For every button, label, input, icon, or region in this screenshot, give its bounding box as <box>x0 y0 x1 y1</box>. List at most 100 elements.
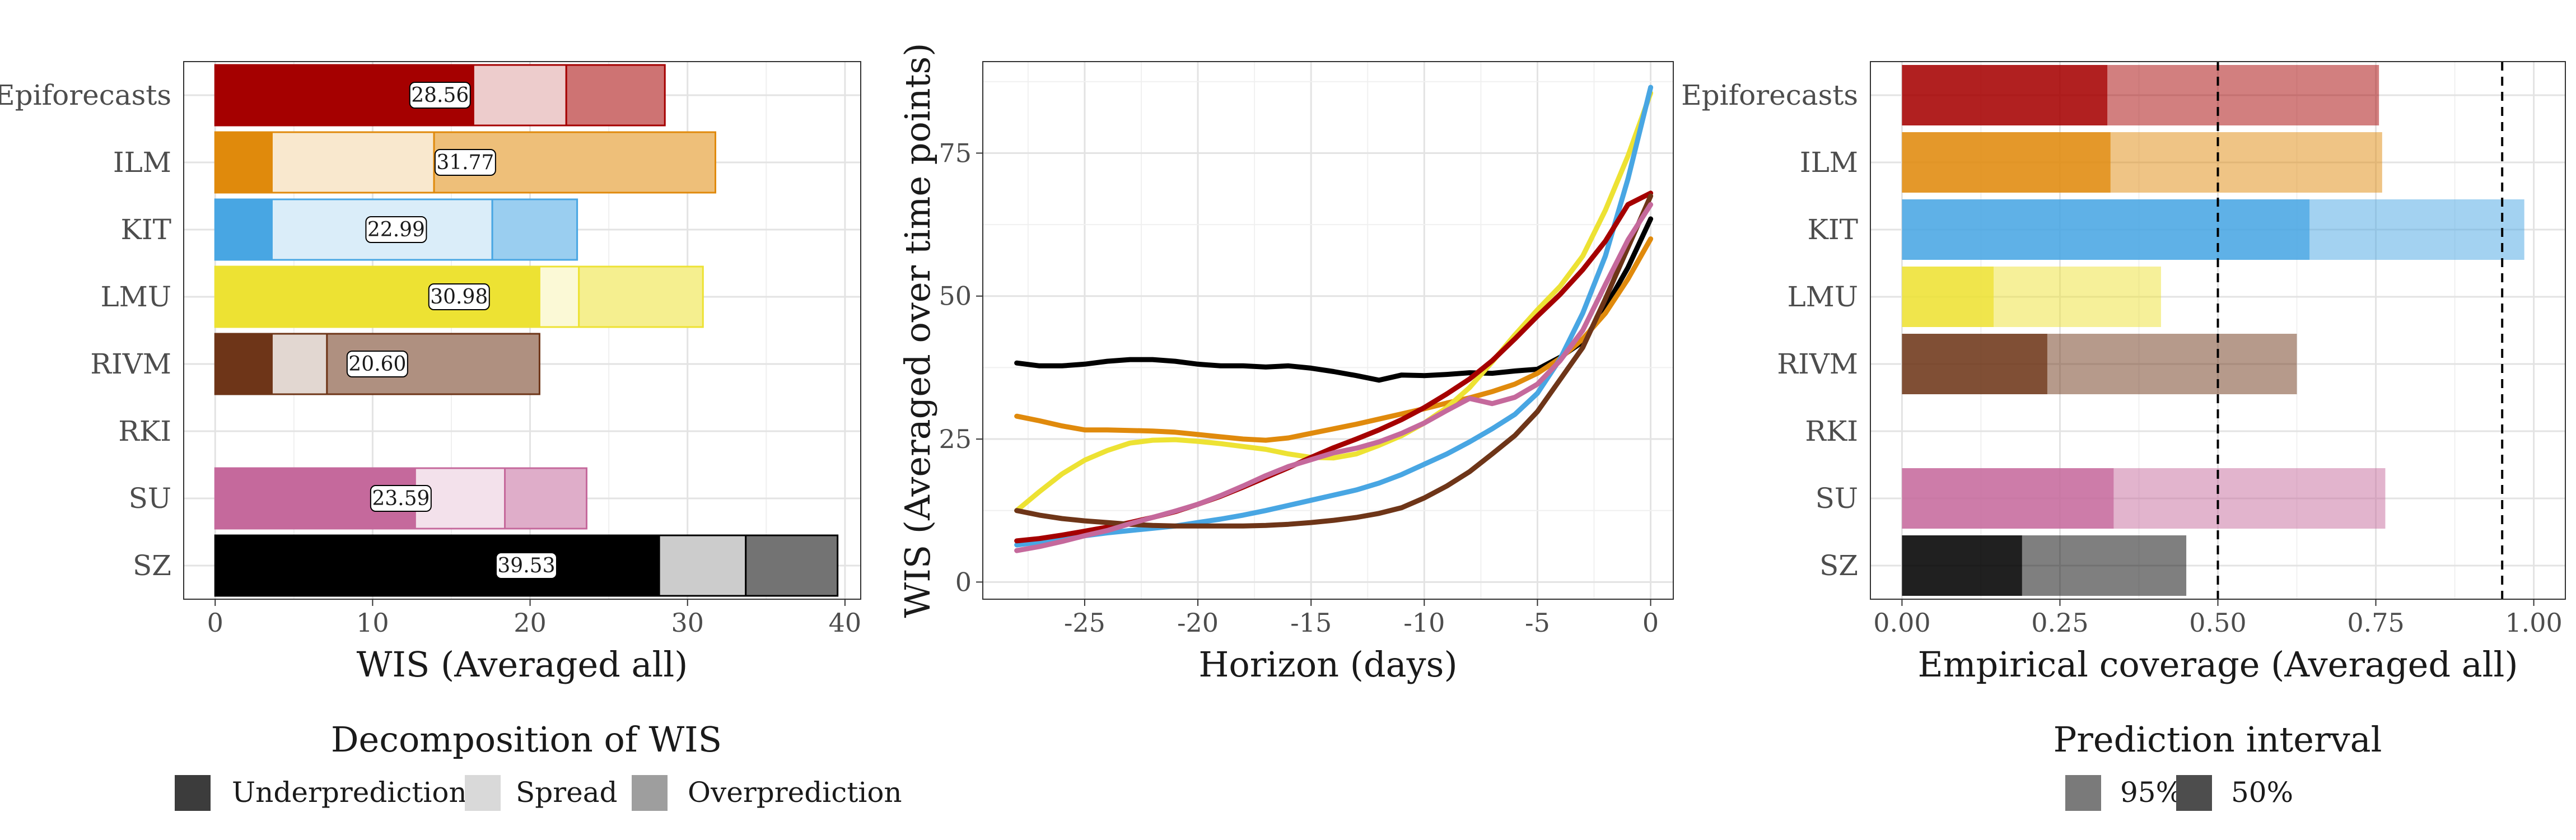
tick-label: -5 <box>1525 608 1550 638</box>
tick-label: 75 <box>939 138 972 168</box>
category-label: Epiforecasts <box>1681 79 1858 111</box>
category-labels: Epiforecasts ILM KIT LMU RIVM RKI SU SZ <box>1681 79 1858 582</box>
series-line <box>1014 90 1654 514</box>
bar-overprediction <box>578 265 704 328</box>
bar-overprediction <box>504 467 587 530</box>
category-label: ILM <box>113 146 171 179</box>
data-label: 20.60 <box>348 353 406 376</box>
category-label: RKI <box>118 415 171 447</box>
bar-coverage-50 <box>1902 132 2111 193</box>
wis-horizon-panel: -25 -20 -15 -10 -5 0 0 25 50 75 Horizon (days) W… <box>897 43 1674 685</box>
y-axis-title: WIS (Averaged over time points) <box>897 43 938 618</box>
data-label-box <box>434 149 496 176</box>
tick-label: 0.50 <box>2189 608 2246 638</box>
category-label: SU <box>1816 482 1858 515</box>
bar-overprediction <box>745 534 839 597</box>
tick-label: 10 <box>356 608 389 638</box>
bar-underprediction <box>214 534 660 597</box>
bar-coverage-50 <box>1902 468 2114 529</box>
tick-label: 0.75 <box>2347 608 2404 638</box>
legend-label-underprediction: Underprediction <box>232 776 467 809</box>
grid <box>983 62 1673 599</box>
wis-decomposition-panel: 28.56 31.77 22.99 30.98 20.60 23.59 39.53 Epif… <box>0 61 862 685</box>
legend-prediction-interval: Prediction interval 95% 50% <box>2054 719 2382 811</box>
plot-frame <box>982 61 1674 600</box>
data-label: 30.98 <box>430 286 488 309</box>
tick-label: -20 <box>1177 608 1219 638</box>
data-label: 22.99 <box>367 218 425 241</box>
legend-key-50 <box>2176 775 2212 811</box>
category-label: LMU <box>100 281 171 313</box>
bar-coverage-50 <box>1902 65 2108 125</box>
tick-label: 0.25 <box>2031 608 2088 638</box>
series-line <box>1014 216 1654 383</box>
x-tick-labels: 0 10 20 30 40 <box>207 599 862 638</box>
tick-label: 0.00 <box>1873 608 1930 638</box>
tick-label: 30 <box>671 608 704 638</box>
legend-label-spread: Spread <box>516 776 618 809</box>
tick-label: 25 <box>939 424 972 454</box>
x-tick-labels: -25 -20 -15 -10 -5 0 <box>1064 599 1659 638</box>
legend-label-95: 95% <box>2120 776 2182 809</box>
data-label-box <box>346 351 408 377</box>
data-label-box <box>365 216 427 243</box>
category-labels: Epiforecasts ILM KIT LMU RIVM RKI SU SZ <box>0 79 171 582</box>
category-label: RIVM <box>1777 348 1858 380</box>
bar-underprediction <box>214 198 273 261</box>
bar-overprediction <box>491 198 578 261</box>
bar-underprediction <box>214 131 273 194</box>
tick-label: 50 <box>939 281 972 311</box>
tick-label: 1.00 <box>2505 608 2562 638</box>
category-label: SZ <box>1819 549 1858 582</box>
x-axis-title: Horizon (days) <box>1198 644 1457 685</box>
data-label-box <box>370 485 432 512</box>
y-tick-labels: 0 25 50 75 <box>939 138 983 597</box>
data-label: 28.56 <box>411 84 469 107</box>
tick-label: -10 <box>1403 608 1445 638</box>
bar-spread <box>472 64 567 127</box>
tick-label: 0 <box>955 567 972 597</box>
bar-overprediction <box>565 64 666 127</box>
bar-spread <box>658 534 747 597</box>
x-axis-title: WIS (Averaged all) <box>357 644 688 685</box>
x-axis-title: Empirical coverage (Averaged all) <box>1917 644 2518 685</box>
category-label: SU <box>129 482 171 515</box>
bar-underprediction <box>214 333 273 395</box>
bar-coverage-50 <box>1902 199 2310 260</box>
legend-key-spread <box>465 775 501 811</box>
bar-coverage-50 <box>1902 535 2022 596</box>
plot-frame <box>1870 61 2566 600</box>
tick-label: -15 <box>1290 608 1332 638</box>
data-label-box <box>409 82 471 109</box>
legend-title: Decomposition of WIS <box>331 719 722 760</box>
legend-label-overprediction: Overprediction <box>688 776 902 809</box>
series-line <box>1014 236 1654 443</box>
category-label: Epiforecasts <box>0 79 171 111</box>
tick-label: -25 <box>1064 608 1105 638</box>
legend-label-50: 50% <box>2231 776 2293 809</box>
bar-spread <box>270 333 328 395</box>
x-tick-labels: 0.00 0.25 0.50 0.75 1.00 <box>1873 599 2563 638</box>
tick-label: 20 <box>514 608 547 638</box>
bar-coverage-50 <box>1902 334 2047 394</box>
bar-spread <box>538 265 580 328</box>
series-lines <box>1014 85 1654 553</box>
category-label: SZ <box>133 549 171 582</box>
series-line <box>1014 202 1654 553</box>
bar-underprediction <box>214 265 540 328</box>
bar-group <box>1902 65 2524 596</box>
category-label: RIVM <box>90 348 171 380</box>
legend-key-95 <box>2065 775 2101 811</box>
data-label: 31.77 <box>436 151 494 174</box>
legend-key-overprediction <box>632 775 668 811</box>
coverage-panel: Epiforecasts ILM KIT LMU RIVM RKI SU SZ 0.00 0.2… <box>1681 61 2566 685</box>
category-label: LMU <box>1787 281 1858 313</box>
category-label: KIT <box>121 213 171 246</box>
tick-label: 40 <box>829 608 862 638</box>
bar-coverage-50 <box>1902 267 1994 327</box>
category-label: RKI <box>1805 415 1858 447</box>
bar-spread <box>270 131 435 194</box>
tick-label: 0 <box>207 608 223 638</box>
data-label: 39.53 <box>497 554 555 577</box>
